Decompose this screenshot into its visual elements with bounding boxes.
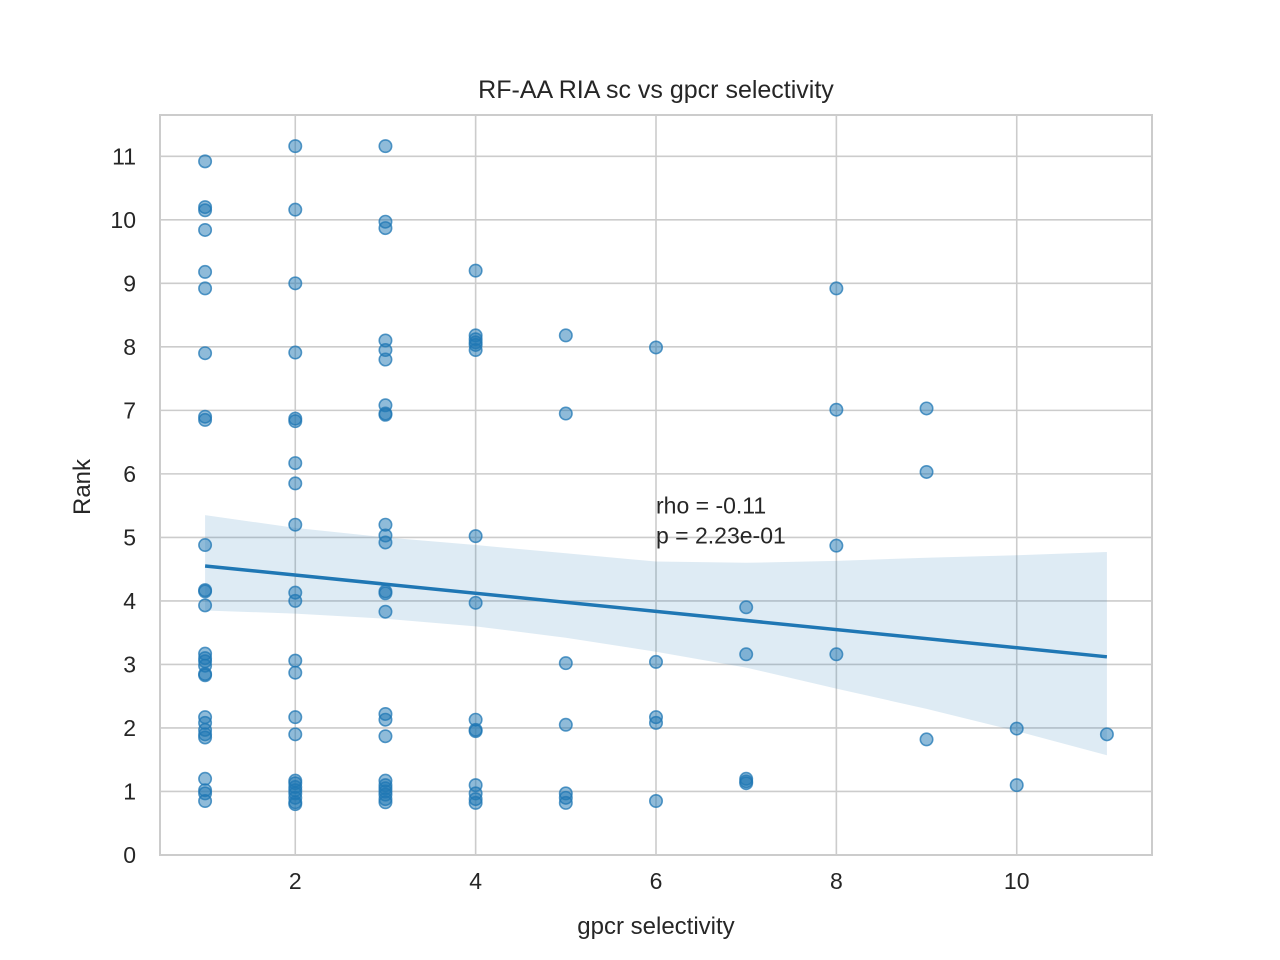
confidence-band bbox=[205, 515, 1107, 756]
x-tick-labels: 2 4 6 8 10 bbox=[289, 868, 1030, 894]
data-point bbox=[919, 401, 934, 416]
data-point bbox=[198, 730, 213, 745]
data-point bbox=[468, 724, 483, 739]
data-point bbox=[648, 654, 663, 669]
data-point bbox=[198, 264, 213, 279]
data-point bbox=[739, 647, 754, 662]
data-point bbox=[198, 346, 213, 361]
data-point bbox=[288, 139, 303, 154]
x-tick-label: 4 bbox=[469, 868, 482, 894]
y-tick-label: 11 bbox=[112, 143, 136, 169]
data-point bbox=[288, 797, 303, 812]
x-axis-label: gpcr selectivity bbox=[577, 913, 734, 940]
data-point bbox=[378, 604, 393, 619]
data-point bbox=[739, 600, 754, 615]
x-tick-label: 10 bbox=[1004, 868, 1030, 894]
data-point bbox=[468, 795, 483, 810]
data-point bbox=[288, 653, 303, 668]
data-point bbox=[288, 665, 303, 680]
data-point bbox=[288, 345, 303, 360]
data-point bbox=[378, 586, 393, 601]
data-point bbox=[288, 476, 303, 491]
y-tick-label: 7 bbox=[123, 397, 136, 423]
data-point bbox=[288, 276, 303, 291]
y-tick-label: 9 bbox=[123, 270, 136, 296]
x-tick-label: 6 bbox=[650, 868, 663, 894]
data-point bbox=[1099, 727, 1114, 742]
data-point bbox=[829, 538, 844, 553]
data-point bbox=[198, 412, 213, 427]
y-tick-label: 1 bbox=[123, 778, 136, 804]
y-tick-label: 8 bbox=[123, 334, 136, 360]
x-tick-label: 2 bbox=[289, 868, 302, 894]
data-point bbox=[378, 221, 393, 236]
data-point bbox=[198, 203, 213, 218]
data-point bbox=[1009, 778, 1024, 793]
data-point bbox=[829, 281, 844, 296]
data-point bbox=[378, 352, 393, 367]
data-point bbox=[288, 517, 303, 532]
data-point bbox=[198, 668, 213, 683]
data-point bbox=[468, 343, 483, 358]
data-point bbox=[198, 794, 213, 809]
data-point bbox=[468, 595, 483, 610]
data-point bbox=[198, 598, 213, 613]
data-point bbox=[378, 795, 393, 810]
data-point bbox=[198, 222, 213, 237]
data-points bbox=[198, 139, 1114, 812]
data-point bbox=[468, 529, 483, 544]
data-point bbox=[919, 732, 934, 747]
grid bbox=[160, 115, 1152, 856]
data-point bbox=[648, 794, 663, 809]
data-point bbox=[558, 328, 573, 343]
data-point bbox=[829, 647, 844, 662]
data-point bbox=[198, 771, 213, 786]
y-tick-label: 5 bbox=[123, 524, 136, 550]
data-point bbox=[288, 593, 303, 608]
data-point bbox=[919, 464, 934, 479]
y-tick-label: 3 bbox=[123, 651, 136, 677]
regression-line bbox=[204, 564, 1108, 659]
data-point bbox=[558, 656, 573, 671]
data-point bbox=[468, 263, 483, 278]
data-point bbox=[288, 456, 303, 471]
x-tick-label: 8 bbox=[830, 868, 843, 894]
data-point bbox=[829, 402, 844, 417]
data-point bbox=[378, 729, 393, 744]
data-point bbox=[1009, 721, 1024, 736]
y-tick-label: 6 bbox=[123, 461, 136, 487]
data-point bbox=[648, 340, 663, 355]
data-point bbox=[378, 139, 393, 154]
data-point bbox=[378, 535, 393, 550]
data-point bbox=[198, 154, 213, 169]
data-point bbox=[198, 538, 213, 553]
y-axis-label: Rank bbox=[69, 458, 96, 515]
y-tick-label: 10 bbox=[110, 207, 136, 233]
chart-title: RF-AA RIA sc vs gpcr selectivity bbox=[478, 76, 834, 104]
plot-frame bbox=[159, 114, 1153, 856]
data-point bbox=[288, 202, 303, 217]
data-point bbox=[739, 776, 754, 791]
data-point bbox=[378, 712, 393, 727]
data-point bbox=[288, 414, 303, 429]
annotation-rho: rho = -0.11 bbox=[656, 493, 766, 519]
data-point bbox=[558, 717, 573, 732]
y-tick-label: 0 bbox=[123, 842, 136, 868]
data-point bbox=[378, 407, 393, 422]
y-tick-label: 2 bbox=[123, 715, 136, 741]
data-point bbox=[288, 710, 303, 725]
data-point bbox=[198, 281, 213, 296]
data-point bbox=[288, 727, 303, 742]
data-point bbox=[198, 584, 213, 599]
y-tick-labels: 0 1 2 3 4 5 6 7 8 9 10 11 bbox=[110, 143, 136, 868]
data-point bbox=[558, 795, 573, 810]
data-point bbox=[558, 406, 573, 421]
data-point bbox=[648, 715, 663, 730]
annotation-p-value: p = 2.23e-01 bbox=[656, 523, 786, 549]
y-tick-label: 4 bbox=[123, 588, 136, 614]
